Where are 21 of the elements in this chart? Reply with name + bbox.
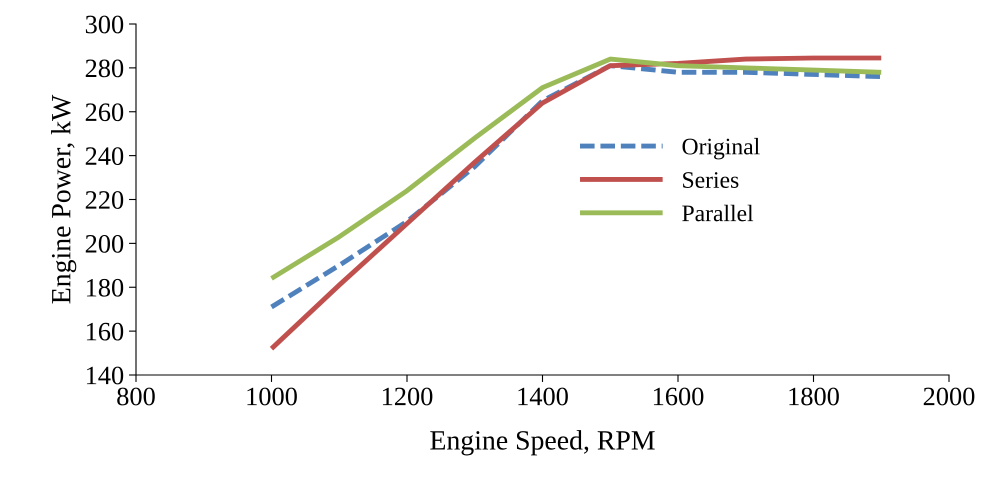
legend-label: Parallel	[682, 204, 754, 222]
x-tick-label: 1600	[654, 388, 704, 406]
y-tick-label: 300	[86, 16, 124, 34]
x-tick-label: 1200	[382, 388, 432, 406]
y-tick-label: 240	[86, 147, 124, 166]
x-tick-label: 1000	[247, 388, 297, 406]
y-tick-label: 260	[86, 103, 124, 122]
legend-label: Series	[683, 172, 738, 188]
y-tick-label: 160	[86, 322, 124, 341]
y-axis-title: Engine Power, kW	[51, 94, 76, 304]
x-tick-label: 1800	[789, 388, 839, 406]
x-tick-label: 800	[117, 388, 155, 406]
legend-label: Original	[682, 138, 760, 160]
y-tick-label: 140	[86, 366, 124, 384]
x-axis-title: Engine Speed, RPM	[430, 430, 655, 456]
y-tick-label: 180	[86, 278, 124, 297]
y-tick-label: 220	[86, 191, 124, 209]
y-tick-label: 200	[86, 234, 124, 253]
x-tick-label: 1400	[518, 388, 568, 406]
x-tick-label: 2000	[924, 388, 974, 406]
y-tick-label: 280	[86, 59, 124, 78]
